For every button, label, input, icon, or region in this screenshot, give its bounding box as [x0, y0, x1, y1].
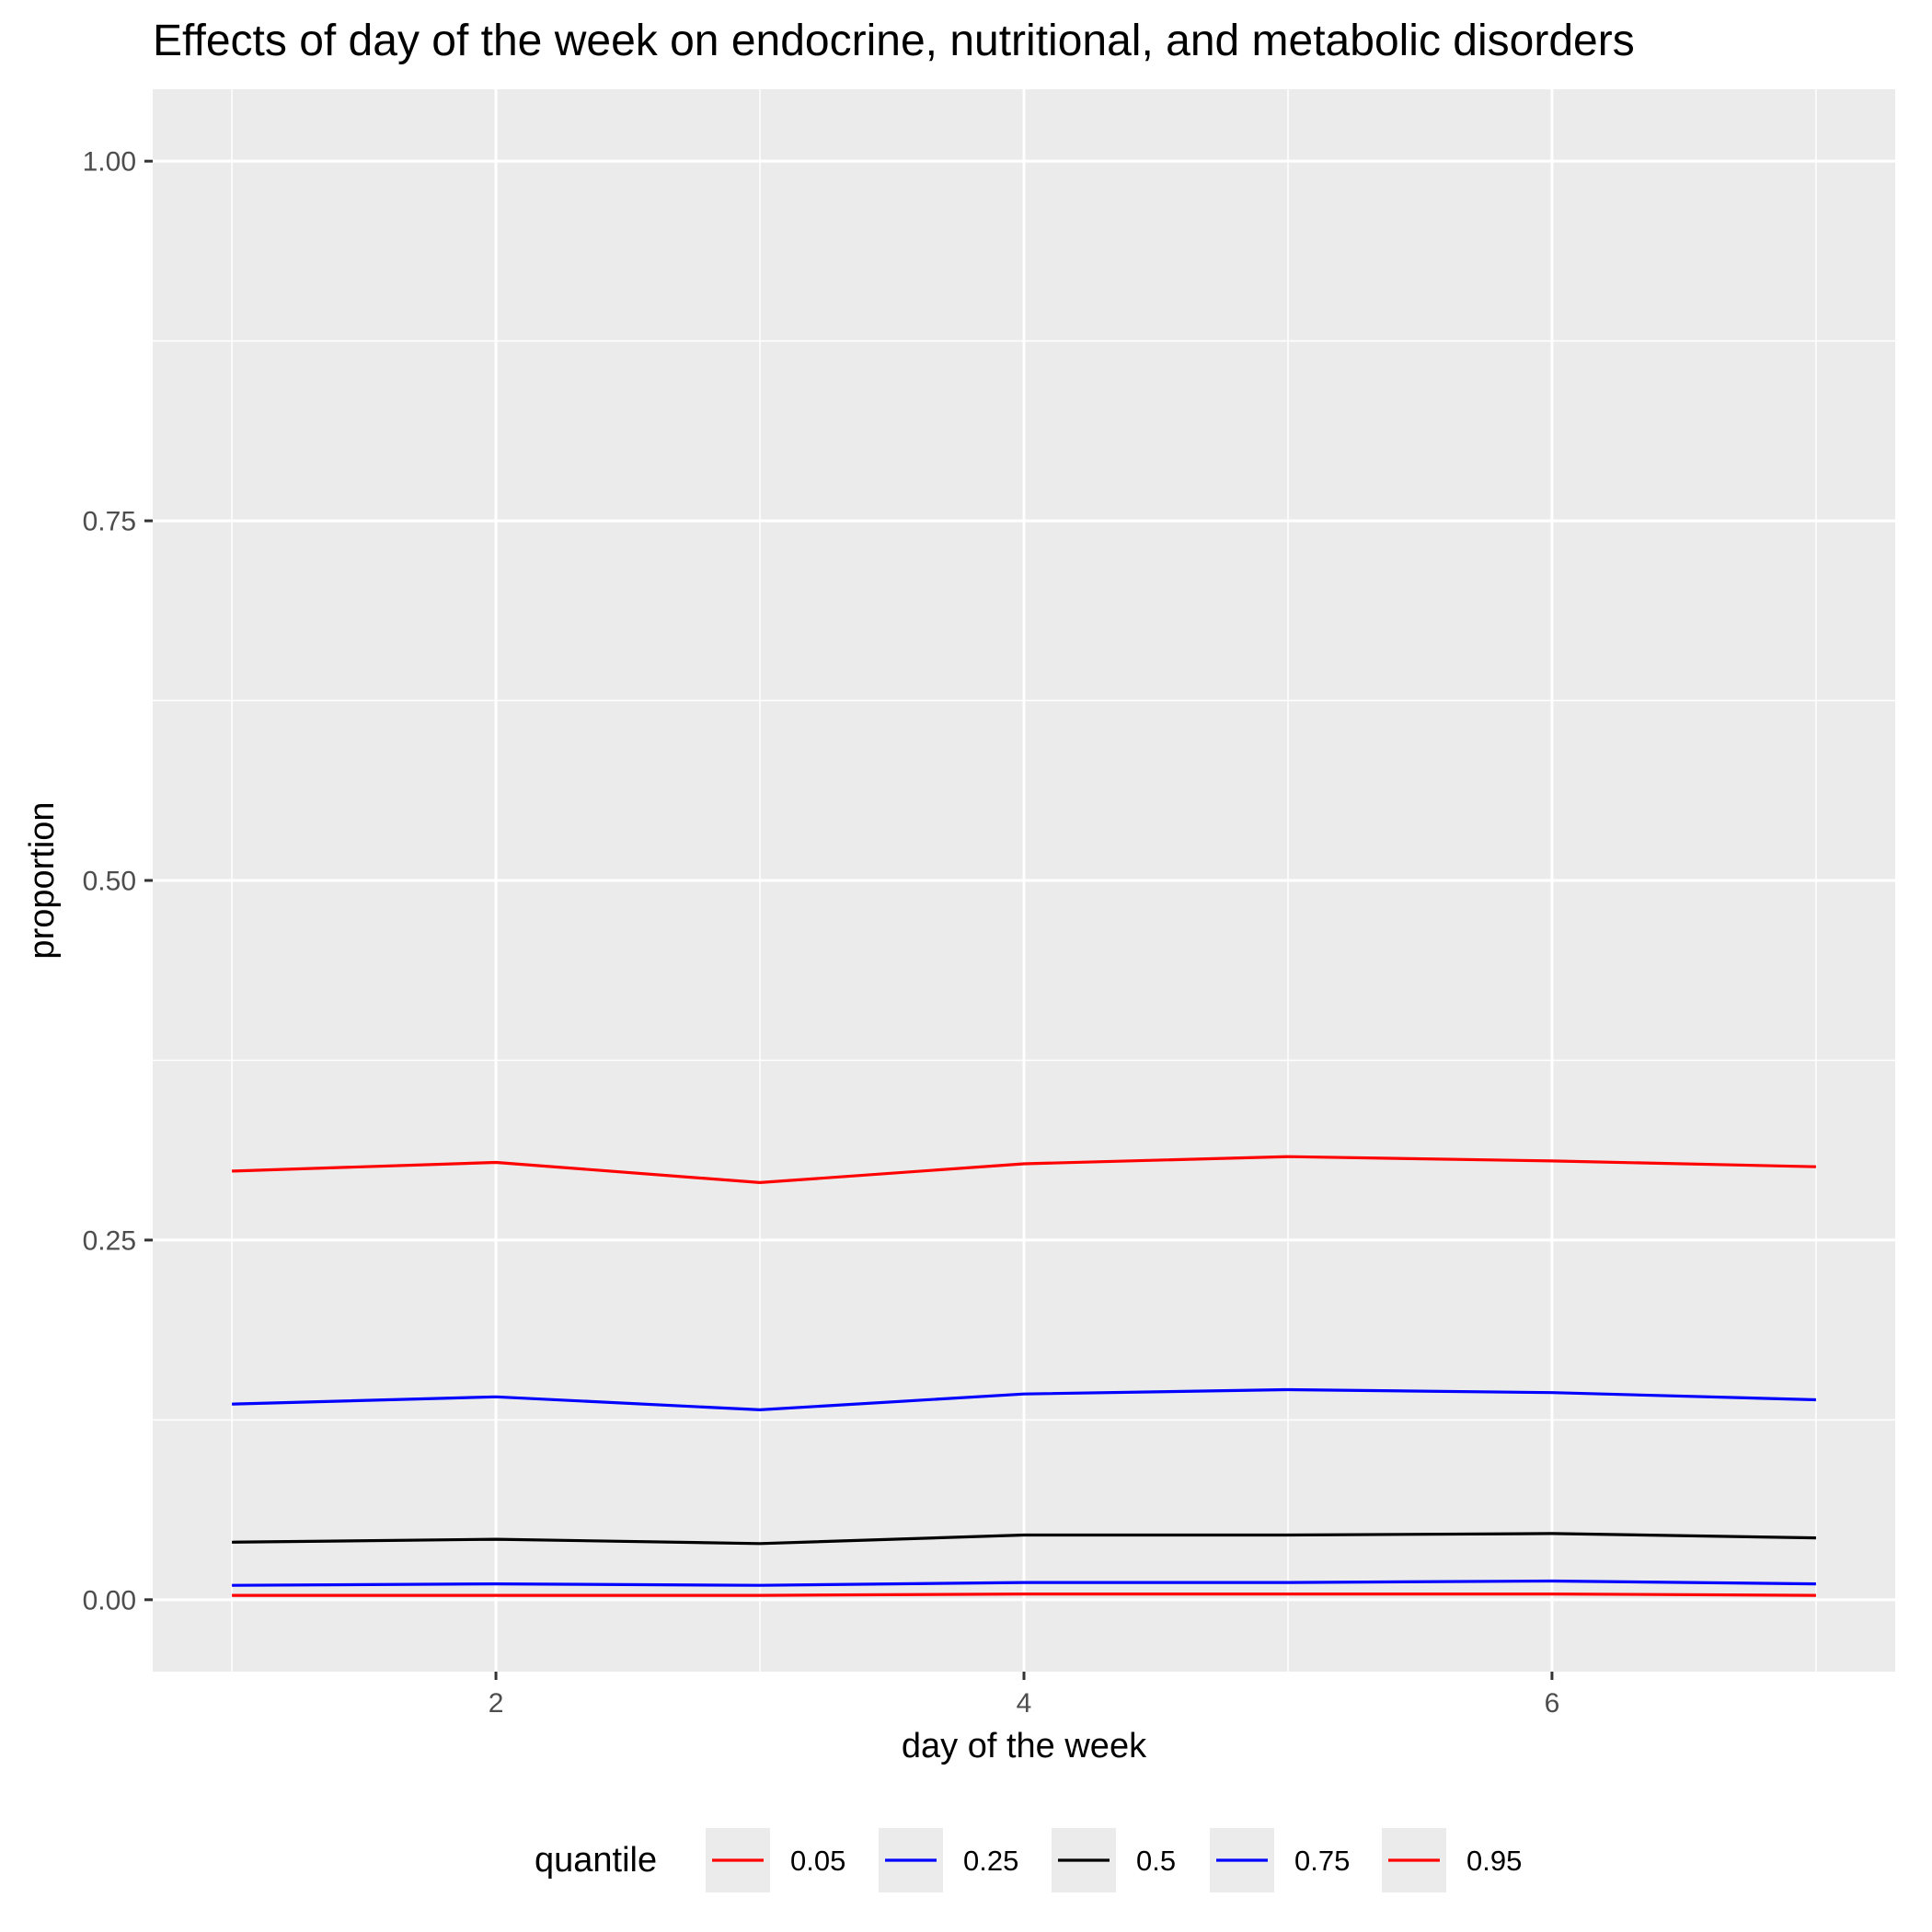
series-line-0.95 — [232, 1155, 1816, 1185]
series-lines — [232, 1155, 1816, 1597]
y-axis: 0.00 0.25 0.50 0.75 1.00 — [83, 147, 153, 1616]
legend-label: 0.75 — [1294, 1845, 1350, 1877]
x-axis: 2 4 6 — [489, 1672, 1560, 1719]
x-axis-title: day of the week — [902, 1727, 1147, 1765]
y-axis-title: proportion — [23, 801, 62, 959]
y-tick-label: 1.00 — [83, 147, 136, 178]
y-tick-label: 0.00 — [83, 1585, 136, 1616]
y-tick-label: 0.50 — [83, 867, 136, 897]
series-line-0.75 — [232, 1387, 1816, 1412]
legend-title: quantile — [535, 1841, 657, 1880]
legend-label: 0.25 — [963, 1845, 1018, 1877]
legend-label: 0.05 — [790, 1845, 845, 1877]
chart-title: Effects of day of the week on endocrine,… — [153, 17, 1635, 65]
x-tick-label: 2 — [489, 1688, 504, 1719]
legend-label: 0.95 — [1466, 1845, 1522, 1877]
legend-label: 0.5 — [1136, 1845, 1176, 1877]
y-tick-label: 0.25 — [83, 1225, 136, 1256]
legend: quantile 0.05 0.25 0.5 0.75 0.95 — [535, 1828, 1522, 1892]
series-line-0.05 — [232, 1592, 1816, 1597]
y-tick-label: 0.75 — [83, 507, 136, 537]
x-tick-label: 4 — [1017, 1688, 1032, 1719]
x-tick-label: 6 — [1545, 1688, 1560, 1719]
series-line-0.5 — [232, 1532, 1816, 1546]
grid-major — [153, 89, 1895, 1672]
series-line-0.25 — [232, 1579, 1816, 1587]
